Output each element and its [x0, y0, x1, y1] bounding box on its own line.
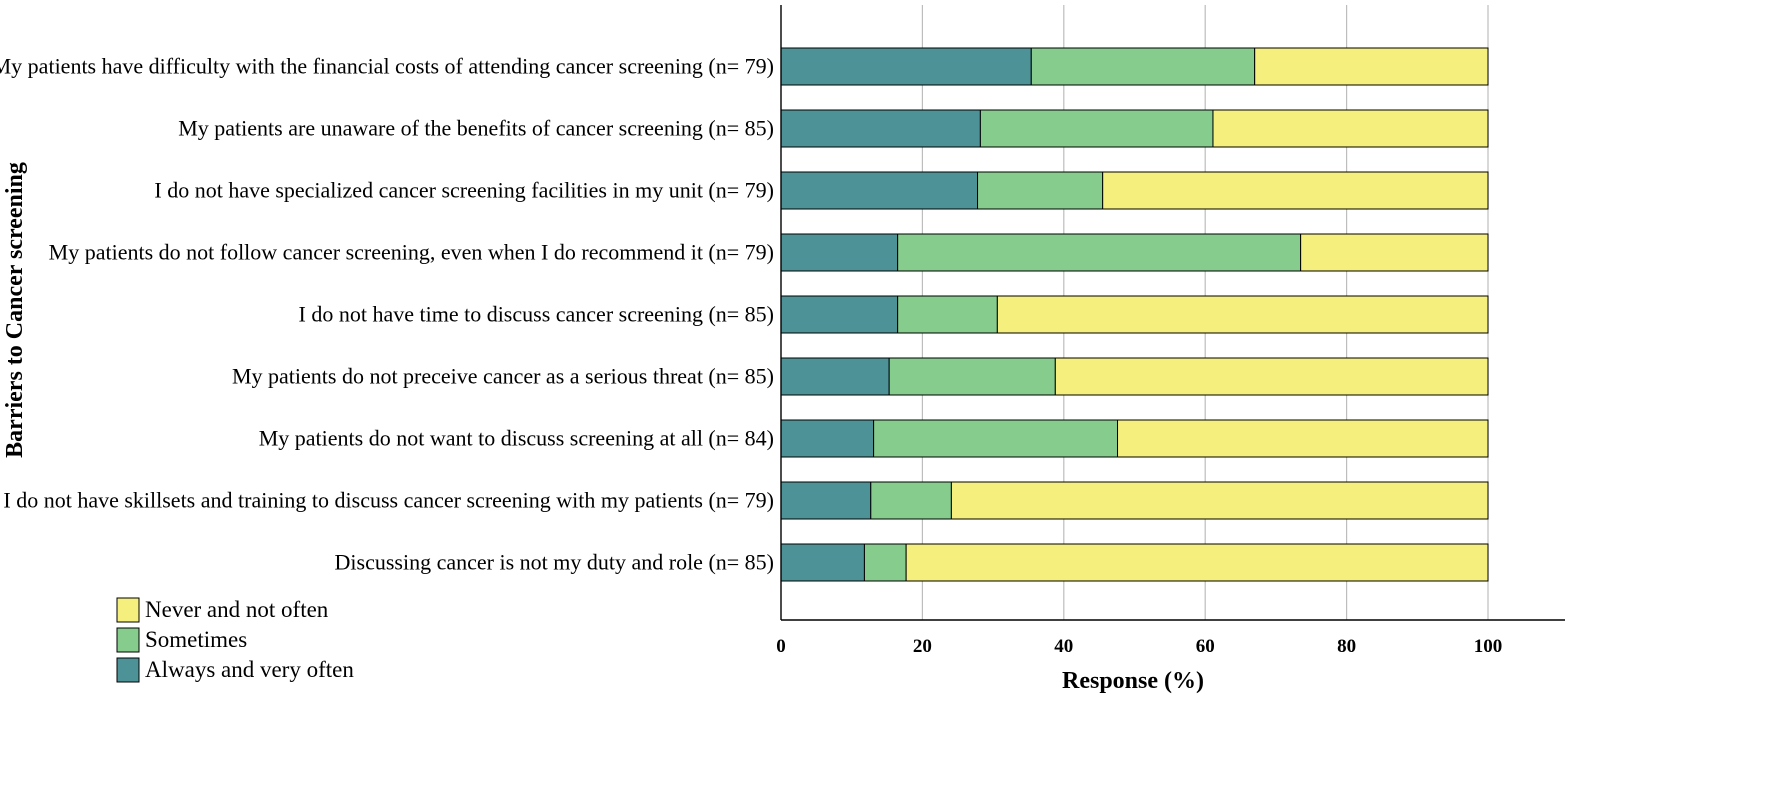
bar-layer	[780, 47, 1489, 582]
x-tick-label-0: 0	[776, 636, 786, 657]
category-label-2: My patients are unaware of the benefits …	[178, 116, 774, 141]
x-tick-label-60: 60	[1196, 636, 1215, 657]
bar-segment-9-sometimes	[863, 543, 907, 582]
x-axis-title: Response (%)	[1062, 668, 1204, 694]
bar-segment-4-always-and-very-often	[780, 233, 899, 272]
bar-segment-1-always-and-very-often	[780, 47, 1032, 86]
bar-segment-6-sometimes	[888, 357, 1056, 396]
bar-segment-3-always-and-very-often	[780, 171, 979, 210]
legend-swatch-sometimes	[116, 627, 140, 653]
category-label-1: My patients have difficulty with the fin…	[0, 54, 774, 79]
bar-segment-4-never-and-not-often	[1300, 233, 1489, 272]
category-label-7: My patients do not want to discuss scree…	[259, 426, 774, 451]
bar-segment-8-always-and-very-often	[780, 481, 872, 520]
axis-layer: 0 20 40 60 80 100	[776, 5, 1565, 657]
bar-segment-1-never-and-not-often	[1254, 47, 1489, 86]
bar-segment-3-never-and-not-often	[1102, 171, 1489, 210]
bar-segment-2-never-and-not-often	[1212, 109, 1489, 148]
category-label-9: Discussing cancer is not my duty and rol…	[335, 550, 774, 575]
bar-segment-3-sometimes	[977, 171, 1104, 210]
bar-segment-5-never-and-not-often	[996, 295, 1489, 334]
bar-segment-6-never-and-not-often	[1054, 357, 1489, 396]
label-layer: My patients have difficulty with the fin…	[0, 54, 774, 575]
bar-segment-7-sometimes	[873, 419, 1119, 458]
category-label-3: I do not have specialized cancer screeni…	[154, 178, 774, 203]
bar-segment-1-sometimes	[1030, 47, 1256, 86]
bar-segment-5-always-and-very-often	[780, 295, 899, 334]
bar-segment-2-sometimes	[979, 109, 1214, 148]
bar-segment-4-sometimes	[897, 233, 1302, 272]
category-label-6: My patients do not preceive cancer as a …	[232, 364, 774, 389]
category-label-4: My patients do not follow cancer screeni…	[49, 240, 774, 265]
bar-segment-9-always-and-very-often	[780, 543, 865, 582]
bar-segment-7-always-and-very-often	[780, 419, 875, 458]
bar-segment-8-never-and-not-often	[950, 481, 1489, 520]
bar-segment-7-never-and-not-often	[1117, 419, 1489, 458]
legend-layer: Never and not often Sometimes Always and v…	[116, 597, 354, 683]
x-tick-label-20: 20	[913, 636, 932, 657]
legend-label-sometimes: Sometimes	[145, 627, 247, 652]
bar-segment-8-sometimes	[870, 481, 952, 520]
category-label-8: I do not have skillsets and training to …	[3, 488, 774, 513]
x-tick-label-100: 100	[1474, 636, 1503, 657]
bar-segment-2-always-and-very-often	[780, 109, 981, 148]
legend-label-always-and-very-often: Always and very often	[145, 657, 354, 682]
bar-segment-5-sometimes	[897, 295, 998, 334]
bar-segment-9-never-and-not-often	[905, 543, 1489, 582]
x-tick-label-40: 40	[1054, 636, 1073, 657]
legend-label-never-and-not-often: Never and not often	[145, 597, 329, 622]
legend-swatch-never-and-not-often	[116, 597, 140, 623]
bar-segment-6-always-and-very-often	[780, 357, 890, 396]
category-label-5: I do not have time to discuss cancer scr…	[299, 302, 774, 327]
x-tick-label-80: 80	[1337, 636, 1356, 657]
y-axis-title: Barriers to Cancer screening	[2, 162, 28, 458]
legend-swatch-always-and-very-often	[116, 657, 140, 683]
